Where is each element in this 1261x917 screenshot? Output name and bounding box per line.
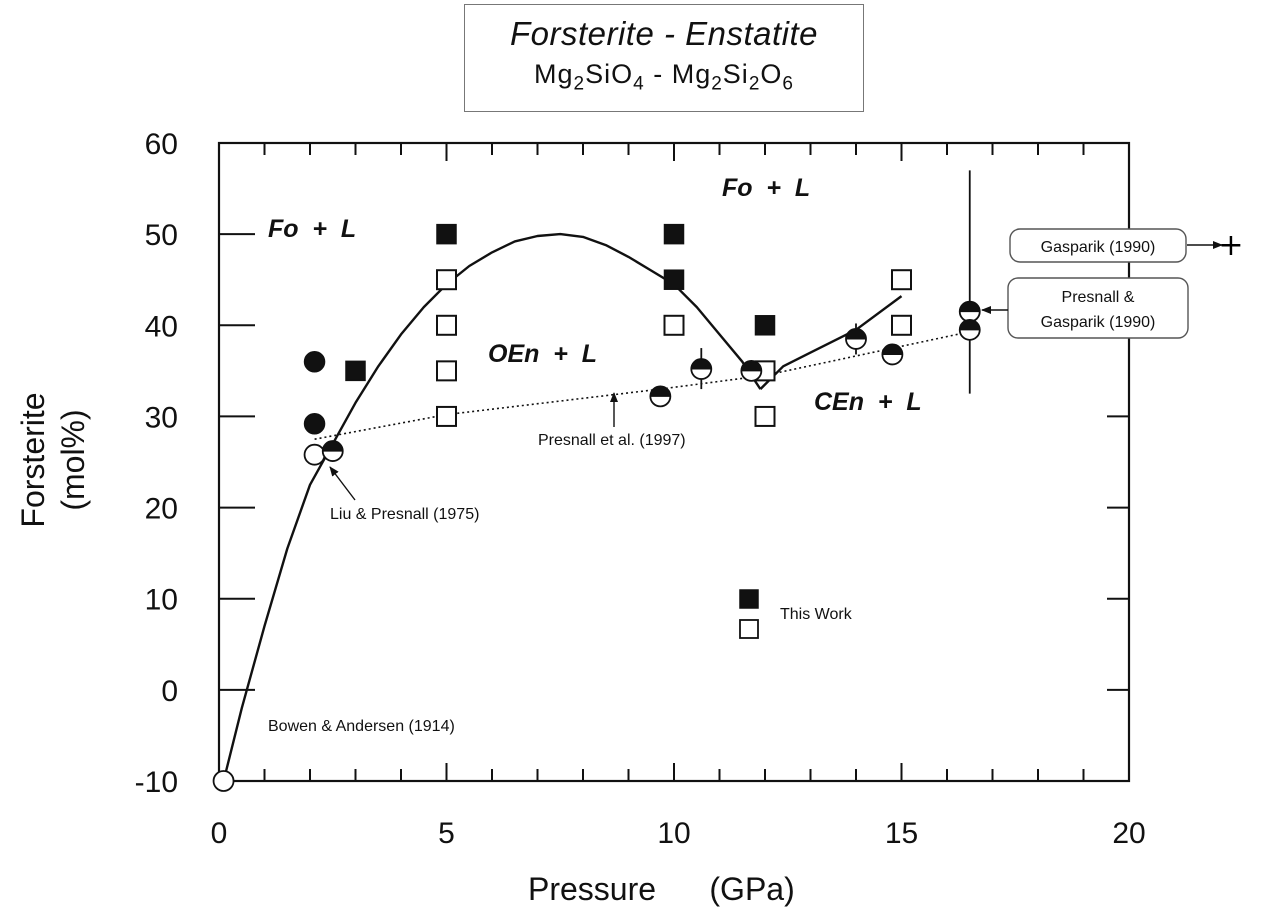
y-axis-label: Forsterite xyxy=(15,392,51,527)
y-axis-unit: (mol%) xyxy=(55,409,91,510)
annotation-presnall-1997: Presnall et al. (1997) xyxy=(538,432,686,449)
annotation-arrow-liu-presnall xyxy=(329,466,356,501)
marker-open-square xyxy=(754,405,776,427)
marker-open-square xyxy=(436,314,457,336)
marker-filled-square xyxy=(663,269,685,290)
y-tick-label: 40 xyxy=(145,310,178,343)
x-tick-label: 0 xyxy=(211,817,228,850)
x-tick-label: 5 xyxy=(438,817,455,850)
y-tick-label: -10 xyxy=(135,766,178,799)
x-tick-label: 10 xyxy=(657,817,690,850)
subtitle-separator: - xyxy=(644,59,672,89)
region-label-cen-l: CEn + L xyxy=(814,388,922,416)
subtitle-sub: 2 xyxy=(573,73,586,95)
legend-marker-filled-square xyxy=(739,589,759,609)
x-axis-label: Pressure (GPa) xyxy=(528,871,795,907)
subtitle-part: Mg xyxy=(534,59,574,89)
marker-half-circle-fill xyxy=(881,343,903,355)
x-tick-label: 15 xyxy=(885,817,918,850)
marker-filled-square xyxy=(663,223,685,245)
marker-filled-square xyxy=(345,360,366,382)
callout-box-presnall-gasparik xyxy=(1007,277,1189,339)
marker-filled-circle xyxy=(303,350,326,373)
marker-open-circle xyxy=(212,770,235,792)
plus-marker-gasparik: + xyxy=(1218,228,1243,263)
marker-half-circle-fill xyxy=(690,358,712,370)
y-tick-label: 60 xyxy=(145,128,178,161)
callout-box-gasparik xyxy=(1009,228,1187,263)
marker-half-circle-fill xyxy=(845,328,867,340)
y-tick-label: 30 xyxy=(145,401,178,434)
subtitle-part: O xyxy=(760,59,783,89)
region-label-oen-l: OEn + L xyxy=(488,340,597,368)
subtitle-part: Si xyxy=(722,59,749,89)
region-label-fo-l-left: Fo + L xyxy=(268,215,356,243)
presnall-1997-line xyxy=(314,330,970,440)
subtitle-sub: 2 xyxy=(748,73,761,95)
y-tick-label: 20 xyxy=(145,493,178,526)
legend-marker-open-square xyxy=(739,619,759,639)
lines-layer xyxy=(222,170,971,782)
marker-open-square xyxy=(436,269,457,291)
y-tick-label: 10 xyxy=(145,584,178,617)
y-tick-label: 50 xyxy=(145,219,178,252)
marker-open-square xyxy=(891,269,912,291)
subtitle-part: SiO xyxy=(585,59,634,89)
subtitle-sub: 2 xyxy=(711,73,723,95)
marker-half-circle-fill xyxy=(649,385,671,397)
chart-title: Forsterite - Enstatite xyxy=(509,15,819,52)
annotation-presnall-gasparik-line1: Presnall & xyxy=(1062,289,1135,306)
annotation-liu-presnall: Liu & Presnall (1975) xyxy=(330,506,479,523)
marker-half-circle-fill xyxy=(959,301,981,313)
chart-title-box: Forsterite - Enstatite Mg2SiO4 - Mg2Si2O… xyxy=(464,4,864,112)
region-label-fo-l-right: Fo + L xyxy=(722,174,810,202)
axes-layer: 0 5 10 15 20 60 50 40 30 20 10 0 -10 xyxy=(135,128,1146,850)
y-tick-label: 0 xyxy=(161,675,178,708)
x-tick-label: 20 xyxy=(1112,817,1145,850)
marker-open-square xyxy=(436,405,457,427)
marker-half-circle-fill xyxy=(322,440,344,452)
annotation-bowen-andersen: Bowen & Andersen (1914) xyxy=(268,718,455,735)
marker-half-circle-fill xyxy=(959,319,981,331)
marker-open-square xyxy=(663,314,685,336)
annotation-gasparik: Gasparik (1990) xyxy=(1041,239,1156,256)
marker-filled-square xyxy=(754,315,776,336)
marker-open-circle xyxy=(303,443,326,466)
legend-label-this-work: This Work xyxy=(780,606,853,623)
marker-filled-circle xyxy=(303,412,326,435)
annotation-presnall-gasparik-line2: Gasparik (1990) xyxy=(1041,314,1156,331)
subtitle-sub: 6 xyxy=(782,73,794,95)
marker-open-square xyxy=(436,360,457,382)
marker-filled-square xyxy=(436,223,457,245)
chart-subtitle: Mg2SiO4 - Mg2Si2O6 xyxy=(465,59,863,95)
marker-half-circle-fill xyxy=(740,360,762,372)
legend: This Work xyxy=(739,589,853,639)
subtitle-sub: 4 xyxy=(633,73,645,95)
solid-curve-2 xyxy=(759,295,903,390)
subtitle-part: Mg xyxy=(671,59,712,89)
marker-open-square xyxy=(891,314,912,336)
marks-layer xyxy=(212,223,981,792)
